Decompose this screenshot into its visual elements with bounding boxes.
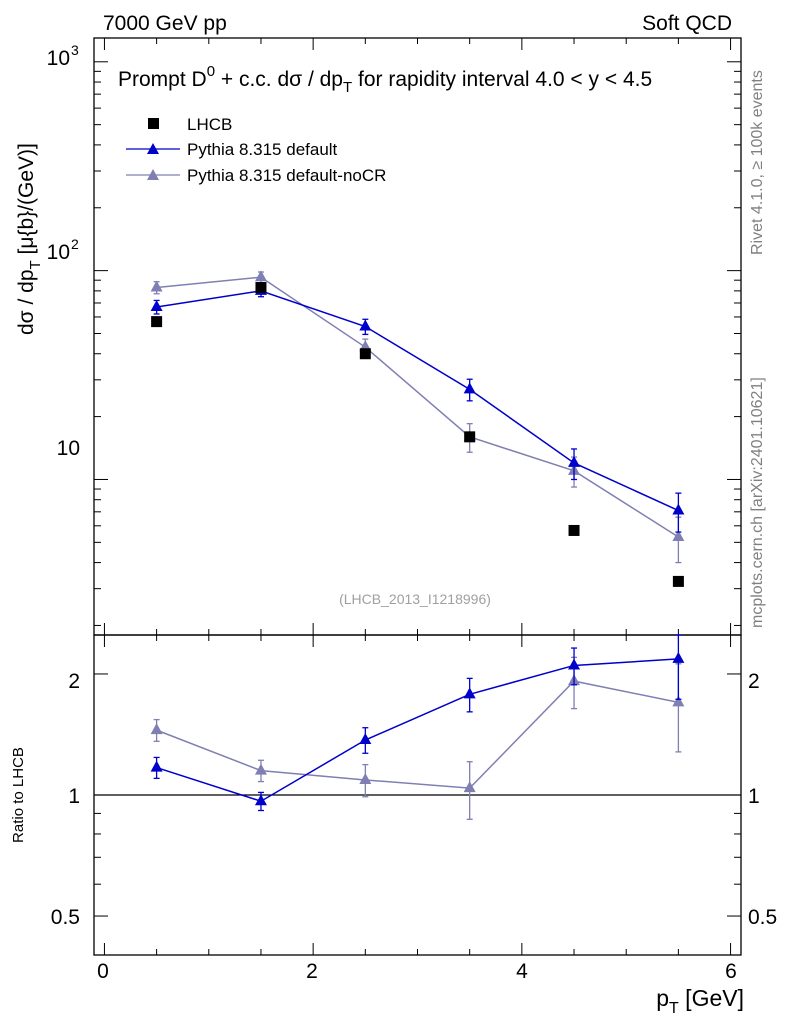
ratio-plot-data bbox=[94, 634, 741, 820]
data-point-lhcb bbox=[672, 575, 684, 587]
x-axis-label: pT [GeV] bbox=[656, 985, 744, 1017]
ratio-point-pythia-8-315-default bbox=[672, 651, 685, 663]
ratio-point-pythia-8-315-default bbox=[254, 794, 267, 806]
title-part-a: Prompt D bbox=[118, 68, 207, 91]
data-point-pythia-8-315-default bbox=[568, 455, 581, 467]
ratio-ytick-1-right: 1 bbox=[748, 785, 760, 808]
ratio-point-pythia-8-315-default bbox=[359, 733, 372, 745]
main-y-label-sub: T bbox=[27, 260, 44, 269]
ratio-line-pythia-8-315-default-nocr bbox=[156, 680, 679, 789]
main-ytick-1000-base: 10 bbox=[47, 47, 70, 70]
main-ytick-1000: 10 3 bbox=[47, 42, 79, 70]
ratio-ytick-05-left: 0.5 bbox=[51, 906, 80, 929]
legend-marker-default bbox=[147, 143, 159, 154]
data-point-lhcb bbox=[568, 524, 580, 536]
data-point-pythia-8-315-default-nocr bbox=[672, 530, 685, 542]
data-point-pythia-8-315-default bbox=[463, 382, 476, 394]
legend: LHCB Pythia 8.315 default Pythia 8.315 d… bbox=[126, 115, 386, 185]
ratio-ytick-2-right: 2 bbox=[748, 670, 760, 693]
analysis-watermark: (LHCB_2013_I1218996) bbox=[339, 591, 491, 607]
chart-title: Prompt D0 + c.c. dσ / dpT for rapidity i… bbox=[118, 63, 652, 96]
data-point-lhcb bbox=[151, 316, 163, 328]
ratio-point-pythia-8-315-default-nocr bbox=[150, 723, 163, 735]
main-y-axis-label: dσ / dpT [μ{b}/(GeV)] bbox=[15, 143, 44, 335]
ratio-ytick-05-right: 0.5 bbox=[748, 906, 777, 929]
header-left: 7000 GeV pp bbox=[103, 12, 227, 35]
ratio-point-pythia-8-315-default-nocr bbox=[463, 781, 476, 793]
title-sup: 0 bbox=[207, 63, 215, 80]
main-y-label-b: [μ{b}/(GeV)] bbox=[15, 143, 38, 260]
main-ytick-100: 10 2 bbox=[47, 236, 79, 264]
x-label-rest: [GeV] bbox=[679, 985, 744, 1011]
ratio-line-pythia-8-315-default bbox=[156, 658, 679, 803]
data-point-pythia-8-315-default-nocr bbox=[254, 270, 267, 282]
main-ytick-100-base: 10 bbox=[47, 241, 70, 264]
data-point-pythia-8-315-default bbox=[359, 319, 372, 331]
series-line-pythia-8-315-default-nocr bbox=[156, 276, 679, 538]
ratio-point-pythia-8-315-default-nocr bbox=[254, 763, 267, 775]
x-label-main: p bbox=[656, 985, 669, 1011]
legend-label-default: Pythia 8.315 default bbox=[187, 140, 338, 159]
title-part-b: + c.c. dσ / dp bbox=[215, 68, 343, 91]
data-point-lhcb bbox=[464, 431, 476, 443]
legend-marker-lhcb bbox=[148, 118, 159, 129]
rivet-label: Rivet 4.1.0, ≥ 100k events bbox=[749, 70, 766, 255]
data-point-pythia-8-315-default bbox=[672, 503, 685, 515]
main-y-label-a: dσ / dp bbox=[15, 269, 38, 335]
main-ytick-100-exp: 2 bbox=[71, 236, 79, 252]
series-line-pythia-8-315-default bbox=[156, 290, 679, 512]
legend-label-nocr: Pythia 8.315 default-noCR bbox=[187, 166, 386, 185]
ratio-ytick-1-left: 1 bbox=[68, 785, 80, 808]
title-part-c: for rapidity interval 4.0 < y < 4.5 bbox=[352, 68, 652, 91]
ratio-y-axis-label: Ratio to LHCB bbox=[10, 747, 27, 843]
ratio-point-pythia-8-315-default-nocr bbox=[672, 695, 685, 707]
main-plot-data bbox=[150, 270, 685, 587]
mcplots-label: mcplots.cern.ch [arXiv:2401.10621] bbox=[749, 377, 766, 628]
ratio-point-pythia-8-315-default bbox=[568, 658, 581, 670]
xtick-2: 2 bbox=[306, 960, 318, 983]
x-label-sub: T bbox=[669, 1000, 679, 1017]
ratio-point-pythia-8-315-default bbox=[463, 687, 476, 699]
main-ytick-1000-exp: 3 bbox=[71, 42, 79, 58]
data-point-lhcb bbox=[359, 348, 371, 360]
ratio-ytick-2-left: 2 bbox=[68, 670, 80, 693]
ratio-point-pythia-8-315-default-nocr bbox=[359, 772, 372, 784]
data-point-pythia-8-315-default bbox=[150, 299, 163, 311]
axis-ticks bbox=[94, 38, 741, 956]
xtick-4: 4 bbox=[516, 960, 528, 983]
legend-label-lhcb: LHCB bbox=[187, 115, 232, 134]
header-right: Soft QCD bbox=[642, 12, 732, 35]
xtick-0: 0 bbox=[97, 960, 109, 983]
legend-marker-nocr bbox=[147, 169, 159, 180]
ratio-point-pythia-8-315-default bbox=[150, 760, 163, 772]
data-point-lhcb bbox=[255, 282, 267, 294]
data-point-pythia-8-315-default-nocr bbox=[150, 280, 163, 292]
title-sub: T bbox=[343, 79, 352, 96]
xtick-6: 6 bbox=[725, 960, 737, 983]
main-ytick-10: 10 bbox=[57, 437, 80, 460]
